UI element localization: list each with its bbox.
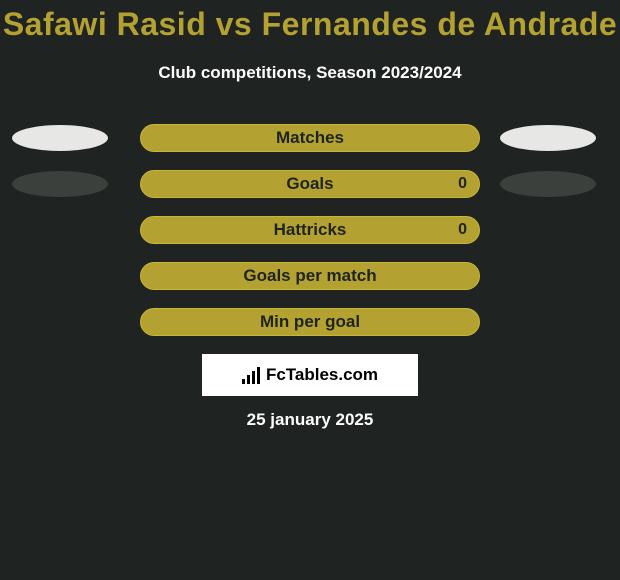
subtitle: Club competitions, Season 2023/2024 bbox=[0, 63, 620, 83]
logo-box: FcTables.com bbox=[202, 354, 418, 396]
player-left-oval bbox=[12, 125, 108, 151]
stat-row: Goals per match bbox=[140, 262, 480, 290]
stat-row: Min per goal bbox=[140, 308, 480, 336]
player-left-oval bbox=[12, 171, 108, 197]
stat-label: Matches bbox=[141, 128, 479, 148]
stat-label: Goals bbox=[141, 174, 479, 194]
stat-row: Matches bbox=[140, 124, 480, 152]
stat-label: Hattricks bbox=[141, 220, 479, 240]
bar-chart-icon bbox=[242, 366, 260, 384]
date-text: 25 january 2025 bbox=[0, 410, 620, 430]
comparison-card: Safawi Rasid vs Fernandes de Andrade Clu… bbox=[0, 0, 620, 580]
stat-row: Hattricks0 bbox=[140, 216, 480, 244]
page-title: Safawi Rasid vs Fernandes de Andrade bbox=[0, 6, 620, 43]
logo-text: FcTables.com bbox=[266, 365, 378, 385]
stat-value-right: 0 bbox=[458, 175, 467, 193]
player-right-oval bbox=[500, 125, 596, 151]
stat-label: Goals per match bbox=[141, 266, 479, 286]
stat-row: Goals0 bbox=[140, 170, 480, 198]
stat-value-right: 0 bbox=[458, 221, 467, 239]
player-right-oval bbox=[500, 171, 596, 197]
stat-label: Min per goal bbox=[141, 312, 479, 332]
